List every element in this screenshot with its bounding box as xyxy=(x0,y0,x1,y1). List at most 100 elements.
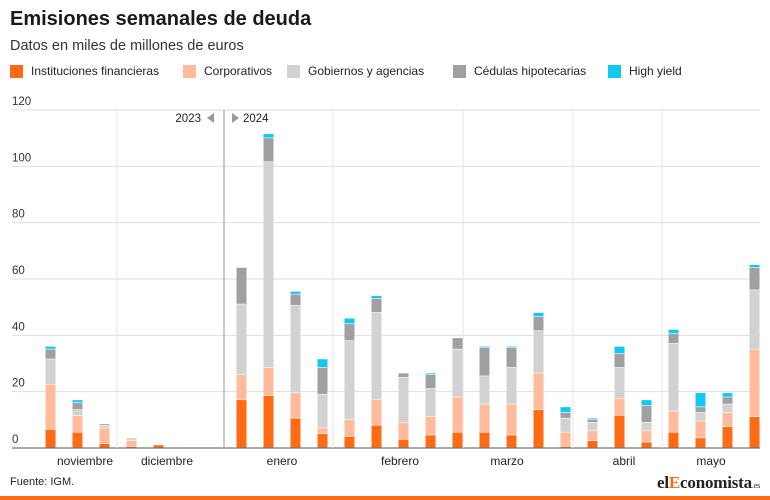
bar-segment xyxy=(668,343,679,411)
bottom-rule xyxy=(0,496,770,500)
bar-segment xyxy=(263,133,274,138)
bar-segment xyxy=(45,429,56,448)
bar-segment xyxy=(506,404,517,435)
bar-segment xyxy=(533,409,544,448)
bar-segment xyxy=(641,442,652,448)
bar-segment xyxy=(749,267,760,290)
bar-segment xyxy=(560,407,571,413)
bar-segment xyxy=(371,312,382,400)
bar-segment xyxy=(722,397,733,404)
bar-segment xyxy=(587,422,598,431)
chart-title: Emisiones semanales de deuda xyxy=(10,8,312,30)
bar-segment xyxy=(126,438,137,441)
bar-segment xyxy=(263,395,274,448)
bar-segment xyxy=(398,373,409,377)
bar-segment xyxy=(641,431,652,442)
x-month-label: noviembre xyxy=(57,454,113,468)
bar-segment xyxy=(695,412,706,421)
legend-label-corporativos: Corporativos xyxy=(204,64,273,78)
y-tick-label: 0 xyxy=(12,434,18,446)
bar-segment xyxy=(45,346,56,349)
bar-segment xyxy=(317,428,328,434)
bar-segment xyxy=(344,436,355,448)
bar-segment xyxy=(371,295,382,299)
bar-segment xyxy=(560,412,571,418)
bar-segment xyxy=(695,438,706,448)
legend-label-highyield: High yield xyxy=(629,64,682,78)
bar-segment xyxy=(126,446,137,448)
bar-segment xyxy=(479,376,490,404)
left-arrow-icon xyxy=(207,113,214,123)
bar-segment xyxy=(533,373,544,410)
bar-segment xyxy=(290,393,301,418)
y-tick-label: 40 xyxy=(12,321,25,333)
bar-segment xyxy=(614,367,625,399)
source-note: Fuente: IGM. xyxy=(10,476,75,488)
bar-segment xyxy=(371,400,382,425)
bar-segment xyxy=(263,367,274,396)
bar-segment xyxy=(668,411,679,432)
bar-segment xyxy=(668,329,679,334)
legend-label-gobiernos: Gobiernos y agencias xyxy=(308,64,425,78)
bar-segment xyxy=(425,417,436,435)
bar-segment xyxy=(45,349,56,359)
right-arrow-icon xyxy=(232,113,239,123)
bar-segment xyxy=(425,373,436,375)
bar-segment xyxy=(533,317,544,331)
bar-segment xyxy=(45,359,56,385)
bar-segment xyxy=(749,290,760,349)
bar-segment xyxy=(506,346,517,348)
chart-subtitle: Datos en miles de millones de euros xyxy=(10,38,244,54)
bar-segment xyxy=(452,338,463,349)
bar-segment xyxy=(452,432,463,448)
bar-segment xyxy=(317,359,328,368)
bar-segment xyxy=(236,267,247,304)
bar-segment xyxy=(371,298,382,313)
bar-segment xyxy=(749,264,760,268)
bar-segment xyxy=(587,440,598,448)
bar-segment xyxy=(99,428,110,444)
bar-segment xyxy=(126,440,137,446)
bar-segment xyxy=(425,374,436,389)
bar-segment xyxy=(425,435,436,448)
bar-segment xyxy=(506,367,517,404)
bar-segment xyxy=(72,400,83,403)
x-month-label: febrero xyxy=(381,454,419,468)
bar-segment xyxy=(398,439,409,448)
bar-segment xyxy=(749,349,760,417)
x-month-label: abril xyxy=(613,454,636,468)
bar-segment xyxy=(72,432,83,448)
bar-segment xyxy=(722,393,733,397)
y-tick-label: 60 xyxy=(12,265,25,277)
bar-segment xyxy=(614,346,625,354)
legend-label-financieras: Instituciones financieras xyxy=(31,64,160,78)
bar-segment xyxy=(614,353,625,368)
legend-item-highyield: High yield xyxy=(608,64,682,78)
bar-segment xyxy=(560,432,571,446)
bar-segment xyxy=(560,418,571,432)
bar-segment xyxy=(290,305,301,393)
x-month-label: marzo xyxy=(490,454,524,468)
bar-segment xyxy=(506,435,517,448)
bar-segment xyxy=(398,377,409,423)
stacked-bar-chart: 0 20 40 60 80 100 120 2023 2024 noviembre diciembr… xyxy=(12,96,760,468)
x-month-label: enero xyxy=(267,454,298,468)
x-month-label: diciembre xyxy=(141,454,193,468)
legend-swatch-financieras xyxy=(10,64,23,78)
bar-segment xyxy=(99,424,110,425)
bar-segment xyxy=(479,432,490,448)
bar-segment xyxy=(506,348,517,368)
bar-segment xyxy=(587,431,598,441)
bar-segment xyxy=(668,432,679,448)
bar-segment xyxy=(533,331,544,373)
bar-segment xyxy=(452,349,463,397)
bar-segment xyxy=(236,374,247,400)
bar-segment xyxy=(614,415,625,448)
bar-segment xyxy=(695,393,706,407)
bar-segment xyxy=(317,367,328,394)
bar-segment xyxy=(641,405,652,423)
bar-segment xyxy=(263,162,274,368)
bar-segment xyxy=(99,425,110,428)
bar-segment xyxy=(72,409,83,416)
legend-label-cedulas: Cédulas hipotecarias xyxy=(474,64,587,78)
